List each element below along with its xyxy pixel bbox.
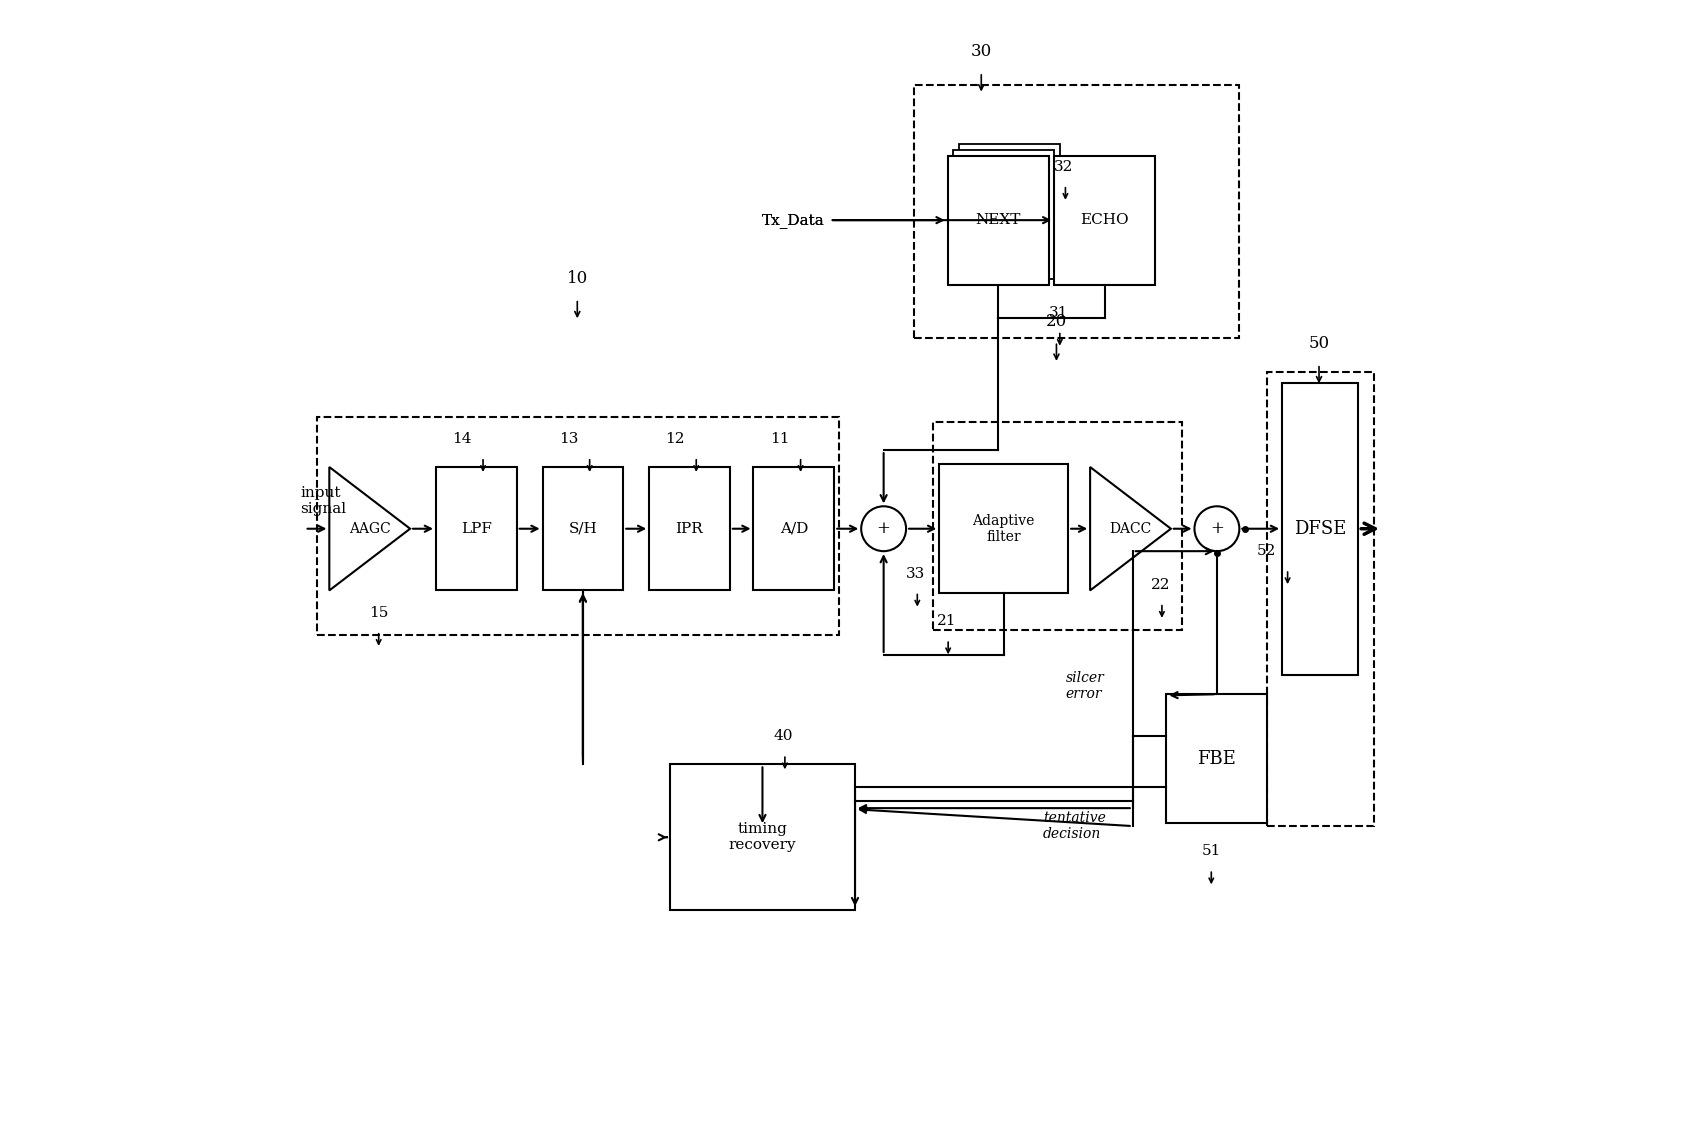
Text: 52: 52 [1256,544,1277,558]
Text: S/H: S/H [569,521,597,536]
Circle shape [861,507,907,551]
Text: DACC: DACC [1110,521,1152,536]
Polygon shape [330,467,410,591]
Bar [959,144,1060,274]
Text: silcer
error: silcer error [1065,670,1103,701]
Bar [934,423,1182,629]
Text: A/D: A/D [780,521,807,536]
Text: 13: 13 [558,432,579,446]
Bar [947,156,1048,285]
Bar [1055,156,1156,285]
Text: 15: 15 [368,605,389,620]
Bar [649,467,730,591]
Text: +: + [1209,520,1224,537]
Text: 14: 14 [452,432,473,446]
Text: 22: 22 [1150,578,1171,592]
Text: 12: 12 [666,432,685,446]
Bar [669,765,854,910]
Bar [316,417,839,635]
Text: 33: 33 [907,567,925,580]
Bar [436,467,516,591]
Text: Tx_Data: Tx_Data [762,212,824,227]
Text: 21: 21 [937,615,957,628]
Bar [543,467,624,591]
Text: AAGC: AAGC [348,521,390,536]
Text: LPF: LPF [461,521,491,536]
Text: Adaptive
filter: Adaptive filter [972,513,1034,544]
Text: 40: 40 [774,729,794,743]
Text: DFSE: DFSE [1293,520,1346,537]
Text: NEXT: NEXT [976,214,1021,227]
Text: IPR: IPR [676,521,703,536]
Bar [1268,371,1374,826]
Bar [939,465,1068,593]
Polygon shape [1090,467,1171,591]
Text: input
signal: input signal [299,485,346,516]
Text: 30: 30 [971,43,992,60]
Bar [913,85,1240,339]
Text: 32: 32 [1055,160,1073,174]
Text: 20: 20 [1046,312,1066,329]
Text: 11: 11 [770,432,789,446]
Text: 51: 51 [1201,844,1221,859]
Bar [754,467,834,591]
Bar [954,150,1055,279]
Text: ECHO: ECHO [1080,214,1129,227]
Text: FBE: FBE [1198,750,1236,768]
Circle shape [1194,507,1240,551]
Text: 10: 10 [567,270,589,287]
Text: timing
recovery: timing recovery [728,822,796,852]
Text: +: + [876,520,890,537]
Text: 31: 31 [1048,306,1068,319]
Text: Tx_Data: Tx_Data [762,212,824,227]
Bar [1282,383,1359,675]
Text: 50: 50 [1309,335,1329,352]
Text: tentative
decision: tentative decision [1043,811,1105,841]
Bar [1166,694,1268,824]
